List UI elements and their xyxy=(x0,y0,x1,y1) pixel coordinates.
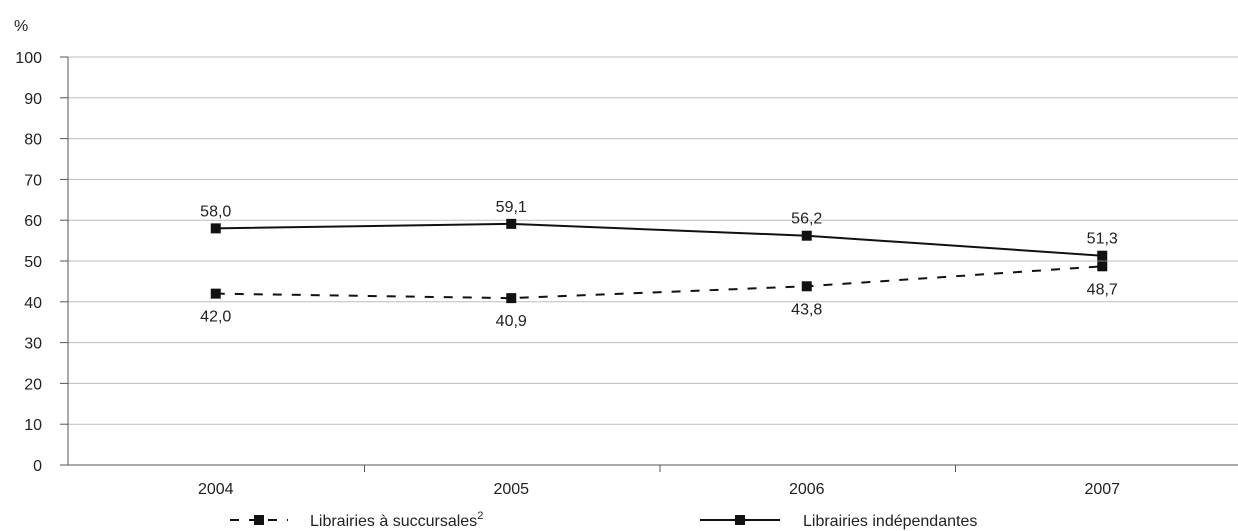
data-label-0-2006: 43,8 xyxy=(791,301,822,318)
legend-item-1: Librairies indépendantes xyxy=(700,513,977,530)
y-tick-label-90: 90 xyxy=(24,91,42,108)
data-point-1-2005 xyxy=(506,218,517,229)
series-group: 42,0 40,9 43,8 48,7 58,0 59,1 56,2 51,3 xyxy=(200,199,1118,330)
axes: 0 10 20 30 40 50 60 70 80 90 100 2004 2005 2006 2007 xyxy=(15,50,1238,498)
data-label-1-2006: 56,2 xyxy=(791,211,822,228)
data-point-1-2004 xyxy=(210,223,221,234)
series-line-1 xyxy=(215,222,1103,257)
data-point-0-2006 xyxy=(801,281,812,292)
x-tick-label-2004: 2004 xyxy=(198,481,234,498)
y-tick-label-0: 0 xyxy=(33,458,42,475)
data-label-1-2005: 59,1 xyxy=(496,199,527,216)
data-label-0-2007: 48,7 xyxy=(1087,281,1118,298)
data-point-0-2007 xyxy=(1097,261,1108,272)
legend-label-1: Librairies indépendantes xyxy=(803,513,977,530)
gridlines xyxy=(68,56,1238,425)
x-tick-label-2005: 2005 xyxy=(493,481,529,498)
data-label-1-2007: 51,3 xyxy=(1087,231,1118,248)
y-tick-label-30: 30 xyxy=(24,336,42,353)
data-label-1-2004: 58,0 xyxy=(200,203,231,220)
series-line-0 xyxy=(215,265,1103,300)
legend-swatch-marker-1 xyxy=(735,515,745,525)
legend-label-0: Librairies à succursales2 xyxy=(310,510,483,530)
y-axis-unit-label: % xyxy=(14,18,28,35)
series-1: 58,0 59,1 56,2 51,3 xyxy=(200,199,1118,261)
y-tick-label-40: 40 xyxy=(24,295,42,312)
y-tick-label-100: 100 xyxy=(15,50,42,67)
data-point-1-2006 xyxy=(801,230,812,241)
data-point-0-2005 xyxy=(506,293,517,304)
x-tick-label-2006: 2006 xyxy=(789,481,825,498)
data-point-0-2004 xyxy=(210,288,221,299)
data-point-1-2007 xyxy=(1097,250,1108,261)
y-tick-label-80: 80 xyxy=(24,132,42,149)
legend: Librairies à succursales2 Librairies indé… xyxy=(230,510,977,530)
legend-swatch-marker-0 xyxy=(254,515,264,525)
y-tick-label-50: 50 xyxy=(24,254,42,271)
legend-item-0: Librairies à succursales2 xyxy=(230,510,483,530)
y-tick-label-10: 10 xyxy=(24,417,42,434)
x-tick-label-2007: 2007 xyxy=(1084,481,1120,498)
y-tick-label-60: 60 xyxy=(24,213,42,230)
y-tick-label-20: 20 xyxy=(24,376,42,393)
data-label-0-2005: 40,9 xyxy=(496,313,527,330)
y-tick-label-70: 70 xyxy=(24,172,42,189)
data-label-0-2004: 42,0 xyxy=(200,309,231,326)
series-0: 42,0 40,9 43,8 48,7 xyxy=(200,261,1118,330)
legend-footnote-marker: 2 xyxy=(477,510,483,522)
